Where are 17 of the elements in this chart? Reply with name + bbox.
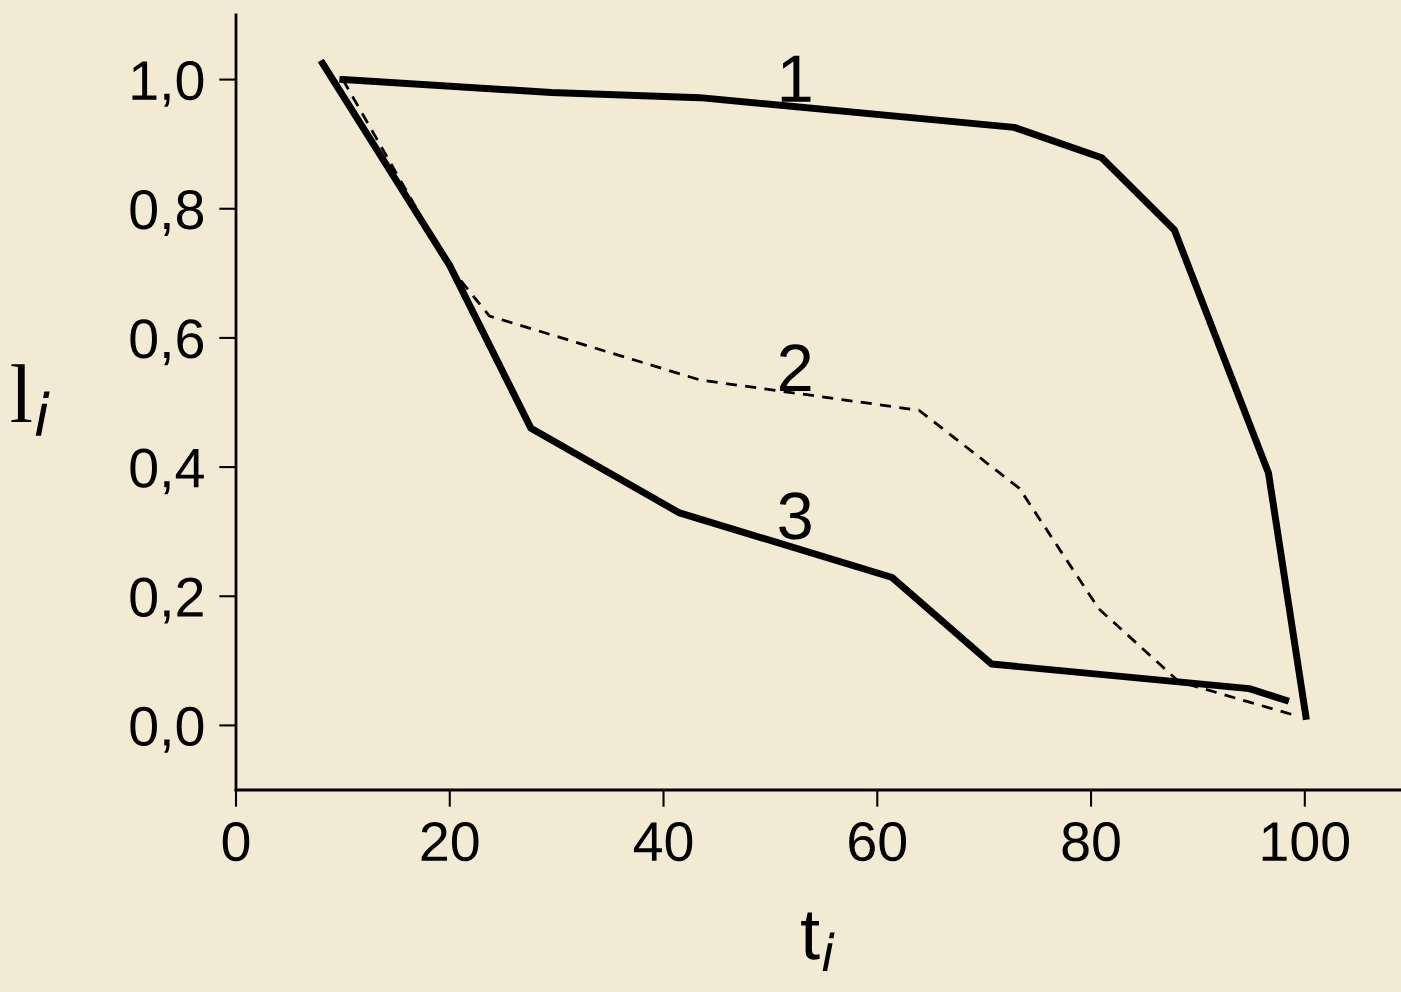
x-tick-label: 60 (849, 822, 907, 862)
y-tick-label: 1,0 (132, 60, 204, 107)
y-tick-label: 0,4 (130, 448, 204, 495)
y-tick-label: 0,0 (130, 706, 204, 753)
x-tick-label: 0 (222, 822, 250, 862)
x-tick-label: 80 (1062, 822, 1120, 862)
y-tick-label: 0,8 (130, 190, 204, 236)
y-axis-title: l$_{i}$ (11, 364, 50, 436)
x-tick-label: 100 (1262, 822, 1349, 862)
y-tick-label: 0,6 (130, 319, 204, 366)
x-axis-title: t$_{i}$ (801, 912, 835, 972)
series-label: 2 (780, 344, 811, 391)
y-tick-label: 0,2 (130, 577, 203, 624)
series-label: 1 (781, 55, 811, 102)
x-tick-label: 40 (633, 822, 693, 862)
series-label: 3 (779, 492, 811, 540)
x-tick-label: 20 (421, 822, 479, 862)
